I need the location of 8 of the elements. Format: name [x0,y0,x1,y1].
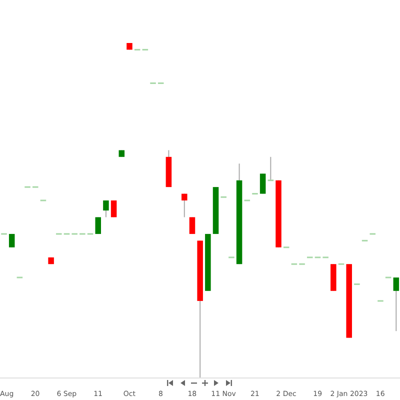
candlestick [8,233,15,248]
candlestick [189,216,196,234]
candlestick [95,216,101,234]
candlestick [182,193,188,218]
candlestick [260,173,266,194]
candlestick [393,277,400,332]
candlestick [268,156,274,182]
candlestick [103,200,109,218]
